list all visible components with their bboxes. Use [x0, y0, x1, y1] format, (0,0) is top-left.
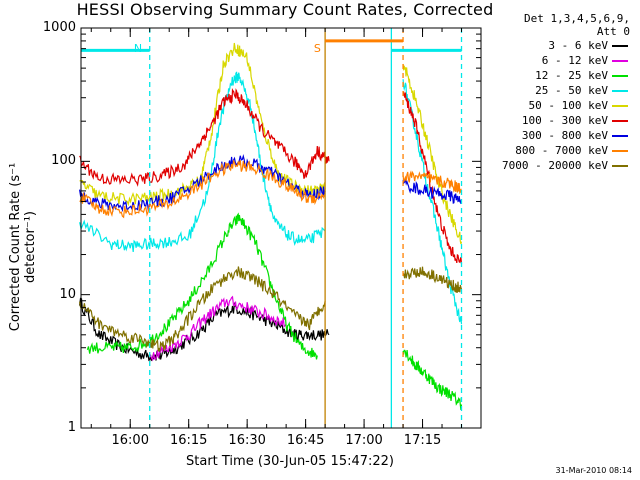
legend-item: 6 - 12 keV — [482, 53, 632, 68]
series-line-3-segment-1 — [86, 212, 318, 360]
chart-title: HESSI Observing Summary Count Rates, Cor… — [76, 0, 494, 19]
series-line-5-segment-1 — [79, 42, 326, 207]
y-axis-label: Corrected Count Rate (s⁻¹ detector⁻¹) — [8, 162, 38, 332]
legend-item: 300 - 800 keV — [482, 128, 632, 143]
legend-item-label: 25 - 50 keV — [535, 84, 608, 97]
legend-item-label: 100 - 300 keV — [521, 114, 608, 127]
legend-header-line2: Att 0 — [596, 25, 630, 38]
legend-swatch — [612, 105, 628, 107]
x-tick-label: 16:00 — [111, 433, 149, 448]
annotation-label-2: S — [314, 42, 321, 55]
legend-entries: 3 - 6 keV 6 - 12 keV 12 - 25 keV 25 - 50 ke… — [482, 38, 632, 173]
legend-item: 100 - 300 keV — [482, 113, 632, 128]
x-tick-label: 17:15 — [403, 433, 442, 448]
legend-item-label: 7000 - 20000 keV — [502, 159, 608, 172]
legend-swatch — [612, 120, 628, 122]
series-line-7-segment-2 — [402, 177, 463, 205]
legend-item: 25 - 50 keV — [482, 83, 632, 98]
series-line-4-segment-1 — [79, 71, 326, 252]
legend-swatch — [612, 165, 628, 167]
footer-date: 31-Mar-2010 08:14 — [555, 466, 633, 475]
legend-swatch — [612, 60, 628, 62]
series-line-8-segment-1 — [79, 159, 326, 219]
legend-item-label: 50 - 100 keV — [528, 99, 608, 112]
legend-item-label: 800 - 7000 keV — [515, 144, 608, 157]
legend-header-line1: Det 1,3,4,5,6,9, — [524, 12, 630, 25]
legend-item-label: 6 - 12 keV — [541, 54, 608, 67]
x-tick-label: 16:45 — [286, 433, 325, 448]
legend-swatch — [612, 45, 628, 47]
y-tick-label: 100 — [51, 153, 76, 169]
legend-item-label: 3 - 6 keV — [548, 39, 608, 52]
series-line-2-segment-1 — [149, 295, 287, 362]
series-line-5-segment-2 — [402, 63, 463, 245]
legend-item: 800 - 7000 keV — [482, 143, 632, 158]
legend-swatch — [612, 135, 628, 137]
plot-frame — [80, 27, 482, 429]
legend-item-label: 12 - 25 keV — [535, 69, 608, 82]
x-tick-label: 16:30 — [228, 433, 266, 448]
y-tick-label: 1 — [67, 420, 76, 435]
x-tick-label: 17:00 — [345, 433, 383, 448]
x-tick-label: 16:15 — [169, 433, 208, 448]
annotation-label-1: N — [134, 42, 142, 55]
series-line-8-segment-2 — [402, 170, 462, 195]
x-axis-label: Start Time (30-Jun-05 15:47:22) — [186, 454, 394, 469]
series-line-3-segment-2 — [402, 349, 463, 410]
legend-item: 12 - 25 keV — [482, 68, 632, 83]
y-tick-label: 10 — [59, 286, 76, 302]
legend-swatch — [612, 90, 628, 92]
legend-item: 50 - 100 keV — [482, 98, 632, 113]
series-line-6-segment-2 — [402, 91, 463, 264]
y-tick-label: 1000 — [42, 20, 76, 35]
legend-swatch — [612, 75, 628, 77]
legend-item: 3 - 6 keV — [482, 38, 632, 53]
series-line-6-segment-1 — [79, 87, 330, 187]
legend-swatch — [612, 150, 628, 152]
legend-item-label: 300 - 800 keV — [521, 129, 608, 142]
legend-item: 7000 - 20000 keV — [482, 158, 632, 173]
series-line-9-segment-1 — [79, 266, 326, 352]
legend: Det 1,3,4,5,6,9, Att 0 3 - 6 keV 6 - 12 k… — [482, 12, 632, 173]
series-line-9-segment-2 — [402, 266, 463, 293]
